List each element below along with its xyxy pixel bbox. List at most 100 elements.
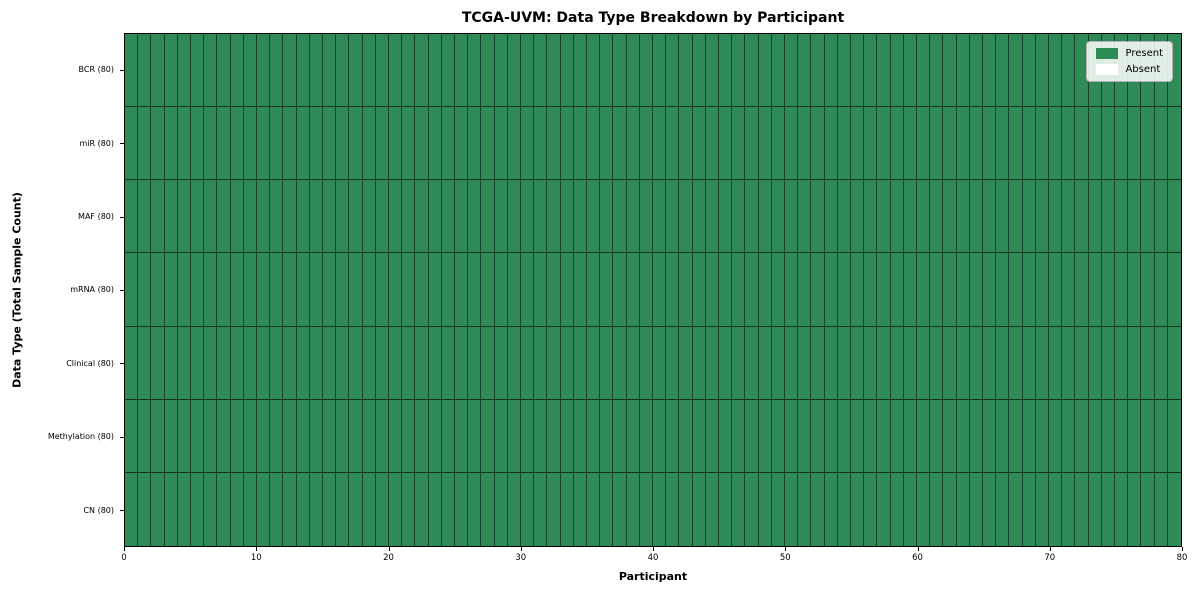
heatmap-cell: [943, 472, 957, 546]
heatmap-cell: [1048, 34, 1063, 107]
heatmap-cell: [1035, 399, 1049, 472]
heatmap-cell: [679, 34, 693, 107]
heatmap-cell: [296, 253, 310, 326]
heatmap-cell: [837, 107, 851, 180]
x-tick-label: 50: [779, 553, 791, 563]
heatmap-cell: [732, 326, 746, 399]
heatmap-cell: [164, 472, 178, 546]
heatmap-cell: [1022, 326, 1036, 399]
heatmap-cell: [481, 34, 495, 107]
heatmap-cell: [705, 107, 719, 180]
heatmap-cell: [943, 326, 957, 399]
heatmap-cell: [520, 180, 535, 253]
heatmap-cell: [666, 107, 680, 180]
heatmap-cell: [1101, 253, 1115, 326]
heatmap-cell: [1088, 107, 1102, 180]
heatmap-cell: [336, 107, 350, 180]
heatmap-cell: [388, 472, 403, 546]
heatmap-cell: [309, 326, 323, 399]
heatmap-cell: [864, 34, 878, 107]
heatmap-cell: [824, 399, 838, 472]
heatmap-cell: [903, 326, 917, 399]
heatmap-cell: [204, 326, 218, 399]
x-tick-label: 60: [912, 553, 923, 563]
heatmap-cell: [864, 326, 878, 399]
heatmap-cell: [718, 180, 733, 253]
heatmap-cell: [679, 399, 693, 472]
x-tickmark: [124, 547, 125, 551]
heatmap-cell: [626, 107, 640, 180]
x-tickmark: [917, 547, 919, 551]
heatmap-cell: [1062, 180, 1076, 253]
heatmap-cell: [916, 253, 931, 326]
heatmap-cell: [468, 399, 482, 472]
heatmap-cell: [692, 399, 706, 472]
heatmap-cell: [771, 107, 785, 180]
heatmap-cell: [151, 326, 165, 399]
heatmap-cell: [1154, 253, 1168, 326]
heatmap-cell: [1009, 399, 1023, 472]
heatmap-cell: [125, 107, 139, 180]
heatmap-cell: [441, 180, 455, 253]
heatmap-cell: [560, 107, 574, 180]
heatmap-cell: [415, 253, 429, 326]
heatmap-cell: [217, 180, 231, 253]
heatmap-cell: [613, 399, 627, 472]
heatmap-cell: [270, 326, 284, 399]
heatmap-cell: [666, 326, 680, 399]
heatmap-cell: [996, 399, 1010, 472]
heatmap-cell: [1022, 180, 1036, 253]
y-tick-BCR: BCR (80): [0, 33, 124, 106]
heatmap-cell: [217, 107, 231, 180]
heatmap-cell: [1088, 326, 1102, 399]
heatmap-cell: [692, 34, 706, 107]
x-tick-label: 80: [1176, 553, 1188, 563]
heatmap-cell: [600, 34, 614, 107]
heatmap-cell: [494, 326, 508, 399]
x-tick-label: 10: [250, 553, 262, 563]
heatmap-cell: [1128, 326, 1142, 399]
heatmap-cell: [573, 34, 587, 107]
heatmap-cell: [1141, 180, 1155, 253]
heatmap-cell: [454, 107, 469, 180]
heatmap-cell: [138, 180, 152, 253]
heatmap-cell: [375, 253, 389, 326]
heatmap-cell: [718, 326, 733, 399]
heatmap-cell: [586, 399, 601, 472]
heatmap-cell: [705, 34, 719, 107]
heatmap-cell: [718, 253, 733, 326]
heatmap-cell: [956, 326, 970, 399]
heatmap-cell: [362, 326, 376, 399]
heatmap-cell: [837, 253, 851, 326]
heatmap-cell: [956, 34, 970, 107]
heatmap-cell: [204, 253, 218, 326]
present-swatch-icon: [1096, 48, 1119, 59]
heatmap-cell: [1141, 326, 1155, 399]
heatmap-cell: [309, 253, 323, 326]
y-tick-Clinical: Clinical (80): [0, 327, 124, 400]
heatmap-cell: [494, 180, 508, 253]
heatmap-cell: [415, 107, 429, 180]
heatmap-cell: [916, 180, 931, 253]
heatmap-cell: [283, 34, 297, 107]
absent-swatch-icon: [1096, 64, 1119, 75]
heatmap-cell: [692, 180, 706, 253]
heatmap-cell: [415, 180, 429, 253]
heatmap-cell: [824, 326, 838, 399]
heatmap-cell: [534, 472, 548, 546]
heatmap-cell: [296, 399, 310, 472]
heatmap-cell: [309, 107, 323, 180]
heatmap-cell: [639, 34, 653, 107]
heatmap-cell: [468, 326, 482, 399]
heatmap-cell: [837, 472, 851, 546]
heatmap-cell: [481, 399, 495, 472]
heatmap-cell: [916, 472, 931, 546]
heatmap-cell: [771, 472, 785, 546]
heatmap-cell: [283, 472, 297, 546]
heatmap-cell: [190, 34, 205, 107]
heatmap-cell: [296, 326, 310, 399]
heatmap-cell: [956, 107, 970, 180]
heatmap-cell: [969, 399, 983, 472]
heatmap-cell: [639, 253, 653, 326]
heatmap-cell: [573, 399, 587, 472]
